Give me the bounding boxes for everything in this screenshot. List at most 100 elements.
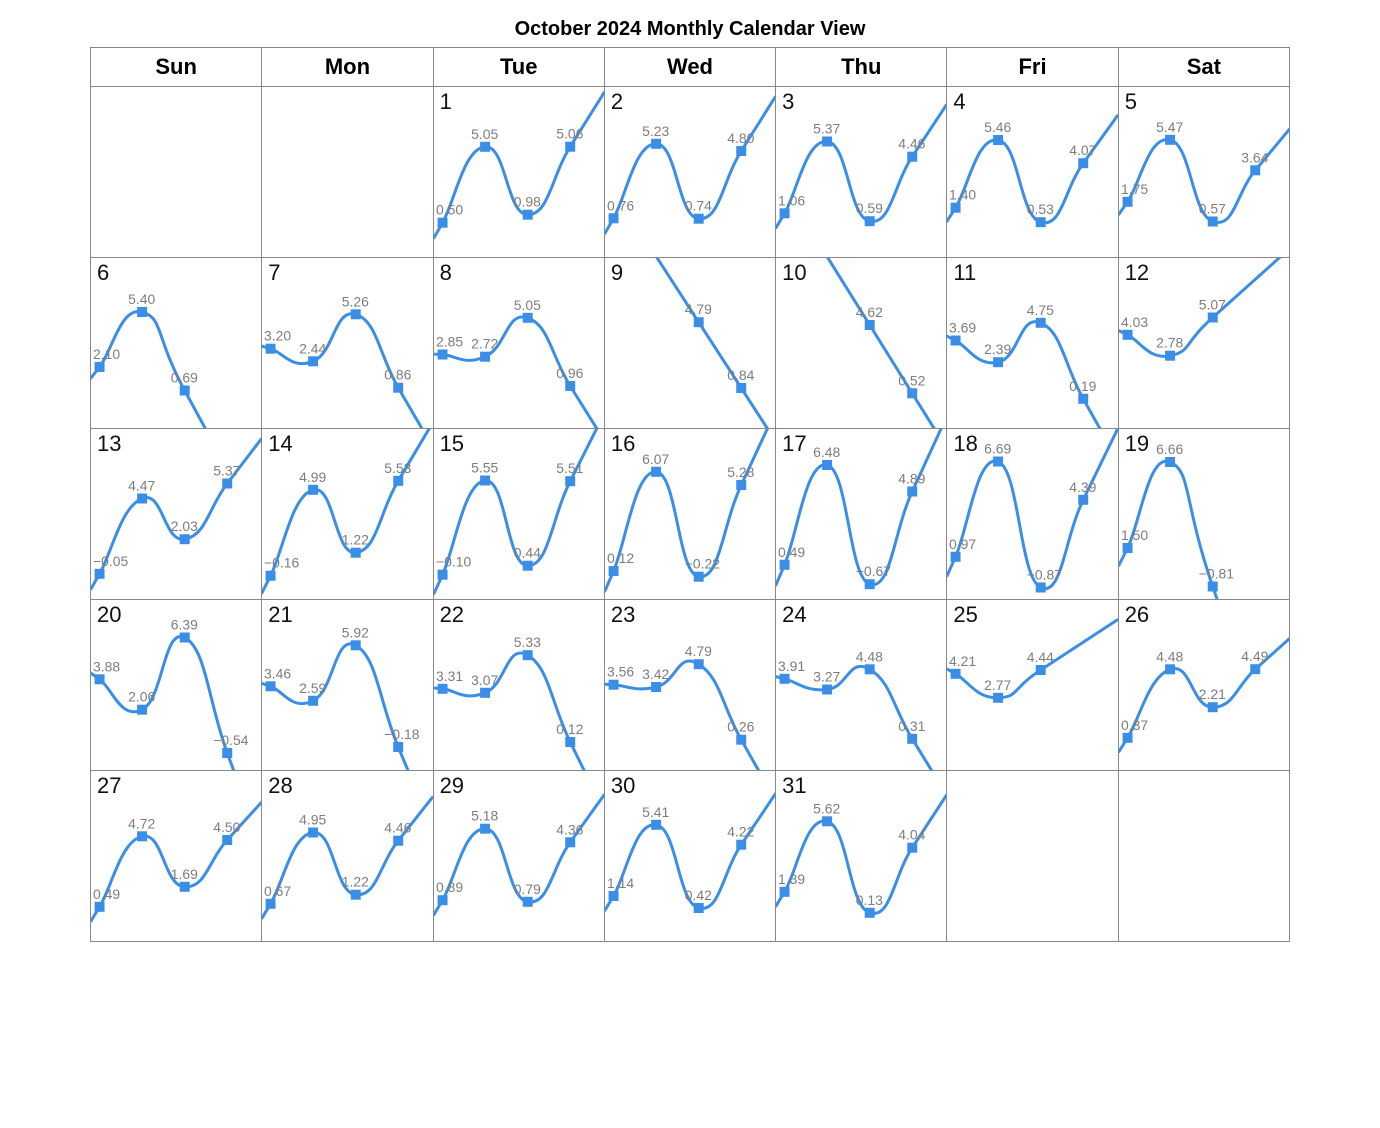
data-marker <box>694 214 704 224</box>
data-marker <box>1036 318 1046 328</box>
data-label: 4.03 <box>1121 314 1148 330</box>
data-label: 6.69 <box>985 440 1012 456</box>
data-label: 5.33 <box>513 634 540 650</box>
data-label: 3.42 <box>642 666 669 682</box>
data-label: 0.31 <box>898 718 925 734</box>
calendar-cell: 191.506.66−0.81 <box>1118 429 1289 600</box>
data-marker <box>180 386 190 396</box>
day-cell: 223.313.075.330.12 <box>434 600 604 770</box>
data-label: 4.50 <box>213 819 240 835</box>
data-marker <box>694 572 704 582</box>
data-marker <box>522 897 532 907</box>
data-label: 0.50 <box>436 202 463 218</box>
data-marker <box>437 570 447 580</box>
calendar-cell: 243.913.274.480.31 <box>776 600 947 771</box>
data-marker <box>651 467 661 477</box>
data-label: 4.07 <box>1070 142 1097 158</box>
calendar-cell: 254.212.774.44 <box>947 600 1118 771</box>
weekday-header: Tue <box>433 48 604 87</box>
day-number: 30 <box>611 773 635 799</box>
data-marker <box>308 696 318 706</box>
data-marker <box>95 569 105 579</box>
sparkline: 1.065.370.594.46 <box>776 87 946 257</box>
data-marker <box>822 685 832 695</box>
data-marker <box>480 142 490 152</box>
data-label: 4.36 <box>556 821 583 837</box>
data-marker <box>736 840 746 850</box>
calendar-cell: 203.882.066.39−0.54 <box>91 600 262 771</box>
data-label: 0.12 <box>607 550 634 566</box>
data-marker <box>351 309 361 319</box>
data-label: 2.72 <box>471 336 498 352</box>
day-number: 23 <box>611 602 635 628</box>
data-label: 5.18 <box>471 808 498 824</box>
calendar-cell: 13−0.054.472.035.37 <box>91 429 262 600</box>
calendar-cell: 104.620.52 <box>776 258 947 429</box>
day-cell: 82.852.725.050.96 <box>434 258 604 428</box>
data-label: 0.69 <box>171 369 198 385</box>
data-marker <box>480 824 490 834</box>
data-marker <box>994 135 1004 145</box>
day-number: 27 <box>97 773 121 799</box>
day-number: 22 <box>440 602 464 628</box>
data-label: 1.39 <box>778 871 805 887</box>
data-label: 5.51 <box>556 460 583 476</box>
data-marker <box>1207 702 1217 712</box>
data-marker <box>137 494 147 504</box>
data-label: 4.49 <box>1241 648 1268 664</box>
data-label: 6.39 <box>171 616 198 632</box>
data-label: 0.53 <box>1027 201 1054 217</box>
day-number: 14 <box>268 431 292 457</box>
sparkline: 1.405.460.534.07 <box>947 87 1117 257</box>
data-label: 6.48 <box>813 444 840 460</box>
data-label: 0.19 <box>1070 378 1097 394</box>
data-label: 5.55 <box>471 459 498 475</box>
data-label: 5.06 <box>556 126 583 142</box>
data-marker <box>608 680 618 690</box>
data-marker <box>1165 664 1175 674</box>
data-marker <box>1122 543 1132 553</box>
data-marker <box>222 835 232 845</box>
data-marker <box>951 552 961 562</box>
day-number: 4 <box>953 89 965 115</box>
data-marker <box>437 684 447 694</box>
data-marker <box>651 139 661 149</box>
data-marker <box>780 208 790 218</box>
data-label: 3.88 <box>93 658 120 674</box>
day-number: 26 <box>1125 602 1149 628</box>
data-marker <box>522 210 532 220</box>
day-number: 7 <box>268 260 280 286</box>
data-marker <box>266 899 276 909</box>
sparkline: 2.852.725.050.96 <box>434 258 604 428</box>
data-label: 0.84 <box>727 367 754 383</box>
data-label: 2.78 <box>1156 335 1183 351</box>
data-marker <box>907 487 917 497</box>
day-cell: 31.065.370.594.46 <box>776 87 946 257</box>
data-label: 0.67 <box>264 883 291 899</box>
data-marker <box>480 476 490 486</box>
data-marker <box>266 344 276 354</box>
day-number: 17 <box>782 431 806 457</box>
calendar-cell: 290.895.180.794.36 <box>433 771 604 942</box>
data-marker <box>522 561 532 571</box>
day-cell: 124.032.785.07 <box>1119 258 1289 428</box>
data-marker <box>736 383 746 393</box>
day-cell: 233.563.424.790.26 <box>605 600 775 770</box>
data-marker <box>608 566 618 576</box>
data-label: 5.05 <box>471 126 498 142</box>
data-marker <box>951 336 961 346</box>
calendar-cell: 82.852.725.050.96 <box>433 258 604 429</box>
data-marker <box>736 735 746 745</box>
data-label: 5.40 <box>128 291 155 307</box>
day-cell: 62.105.400.69 <box>91 258 261 428</box>
data-marker <box>308 485 318 495</box>
data-label: 2.06 <box>128 689 155 705</box>
data-label: 4.39 <box>1070 479 1097 495</box>
data-marker <box>437 218 447 228</box>
day-cell: 14−0.164.991.225.53 <box>262 429 432 599</box>
data-marker <box>522 650 532 660</box>
sparkline-path <box>91 636 261 770</box>
calendar-body: 10.505.050.985.0620.765.230.744.8031.065… <box>91 87 1290 942</box>
data-marker <box>222 748 232 758</box>
calendar-row: 270.494.721.694.50280.674.951.224.46290.… <box>91 771 1290 942</box>
